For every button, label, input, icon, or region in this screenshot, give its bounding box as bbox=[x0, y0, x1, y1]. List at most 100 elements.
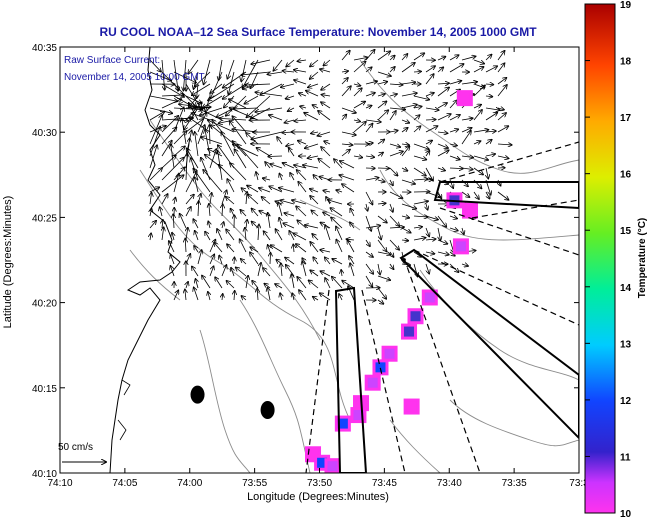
x-tick-label: 73:3 bbox=[569, 478, 589, 489]
current-vector bbox=[250, 247, 259, 253]
current-vector bbox=[341, 86, 351, 97]
current-vector bbox=[473, 59, 484, 64]
current-vector bbox=[203, 95, 223, 108]
current-vector bbox=[189, 118, 211, 133]
current-vector bbox=[336, 226, 343, 241]
current-vector bbox=[298, 182, 307, 193]
current-vector bbox=[485, 84, 493, 85]
current-vector bbox=[353, 88, 362, 97]
current-vector bbox=[365, 143, 373, 144]
current-vector bbox=[365, 106, 372, 108]
current-vector bbox=[273, 59, 283, 71]
current-vector bbox=[377, 180, 385, 182]
current-vector bbox=[365, 93, 375, 97]
current-vector bbox=[193, 219, 199, 229]
current-vector bbox=[473, 110, 482, 121]
current-vector bbox=[325, 257, 331, 265]
colorbar-tick-label: 18 bbox=[620, 57, 632, 68]
current-vector bbox=[257, 288, 258, 301]
current-vector bbox=[149, 145, 157, 169]
transect-dashed-lines bbox=[305, 141, 579, 473]
y-ticks: 40:10 40:15 40:20 40:25 40:30 40:35 bbox=[32, 43, 579, 480]
current-vector bbox=[149, 221, 156, 229]
current-vector bbox=[241, 296, 247, 300]
depth-contour bbox=[359, 59, 579, 174]
current-vector bbox=[209, 254, 214, 265]
transect-box bbox=[334, 286, 368, 473]
current-vector bbox=[401, 179, 415, 184]
current-vector bbox=[232, 141, 247, 157]
current-vector bbox=[401, 216, 409, 218]
sst-patch bbox=[375, 362, 386, 373]
current-vector bbox=[319, 177, 331, 181]
current-vector bbox=[224, 95, 235, 108]
current-vector bbox=[173, 214, 174, 229]
dashed-line bbox=[305, 289, 330, 473]
current-vector bbox=[185, 195, 194, 205]
current-vector bbox=[248, 195, 259, 205]
current-vector bbox=[195, 177, 199, 193]
current-vector bbox=[161, 194, 168, 205]
current-vector bbox=[341, 150, 350, 157]
current-vector bbox=[365, 120, 381, 122]
current-vector bbox=[180, 214, 187, 229]
current-vector bbox=[210, 83, 223, 93]
depth-contour bbox=[449, 399, 579, 447]
current-vector bbox=[389, 227, 404, 228]
current-vector bbox=[389, 191, 403, 198]
current-vector bbox=[425, 74, 434, 85]
current-vector bbox=[497, 63, 505, 73]
current-vector bbox=[320, 250, 331, 252]
current-vector bbox=[292, 293, 294, 301]
current-vector bbox=[413, 216, 428, 217]
current-vector bbox=[334, 159, 343, 169]
current-vector bbox=[321, 102, 331, 109]
dashed-line bbox=[403, 257, 481, 473]
current-subtitle-line-2: November 14, 2005 10:00 GMT bbox=[64, 72, 205, 83]
current-vector bbox=[252, 281, 259, 289]
current-vector bbox=[250, 71, 259, 88]
current-vector bbox=[461, 264, 468, 266]
current-vector bbox=[425, 119, 436, 120]
current-vector bbox=[320, 293, 331, 301]
current-vector bbox=[425, 93, 434, 96]
current-vector bbox=[279, 188, 295, 193]
current-vector bbox=[350, 208, 355, 217]
current-vector bbox=[413, 115, 420, 121]
current-vector bbox=[246, 192, 247, 205]
current-vector bbox=[170, 266, 175, 277]
current-vector bbox=[255, 107, 283, 112]
current-vector bbox=[426, 203, 428, 210]
current-vector bbox=[366, 203, 368, 211]
current-vector bbox=[293, 244, 294, 253]
current-vector bbox=[473, 67, 484, 73]
sst-patch bbox=[308, 449, 319, 460]
colorbar-tick-label: 11 bbox=[620, 452, 631, 463]
current-vector bbox=[437, 83, 449, 84]
current-vector bbox=[437, 67, 443, 73]
current-vector bbox=[241, 188, 247, 192]
current-vector bbox=[413, 251, 421, 257]
current-vector bbox=[268, 156, 283, 157]
current-vector bbox=[205, 232, 211, 241]
current-vector bbox=[285, 257, 295, 265]
current-vector bbox=[365, 239, 370, 246]
current-vector bbox=[284, 120, 295, 123]
current-vector bbox=[149, 71, 171, 81]
current-vector bbox=[297, 60, 307, 61]
current-vector bbox=[341, 144, 353, 145]
current-vector bbox=[389, 143, 400, 147]
current-vector bbox=[294, 120, 307, 121]
current-vector bbox=[300, 106, 307, 108]
current-vector bbox=[173, 174, 179, 193]
current-vector bbox=[214, 243, 223, 253]
current-vector bbox=[426, 227, 429, 236]
colorbar-ticks: 10 11 12 13 14 15 16 17 18 19 bbox=[585, 0, 632, 519]
current-vector bbox=[234, 108, 259, 109]
current-vector bbox=[437, 87, 449, 97]
current-vector bbox=[296, 206, 307, 217]
current-vector bbox=[461, 118, 473, 120]
current-vector bbox=[173, 59, 178, 91]
current-vector bbox=[353, 57, 367, 60]
current-vector bbox=[149, 107, 172, 113]
